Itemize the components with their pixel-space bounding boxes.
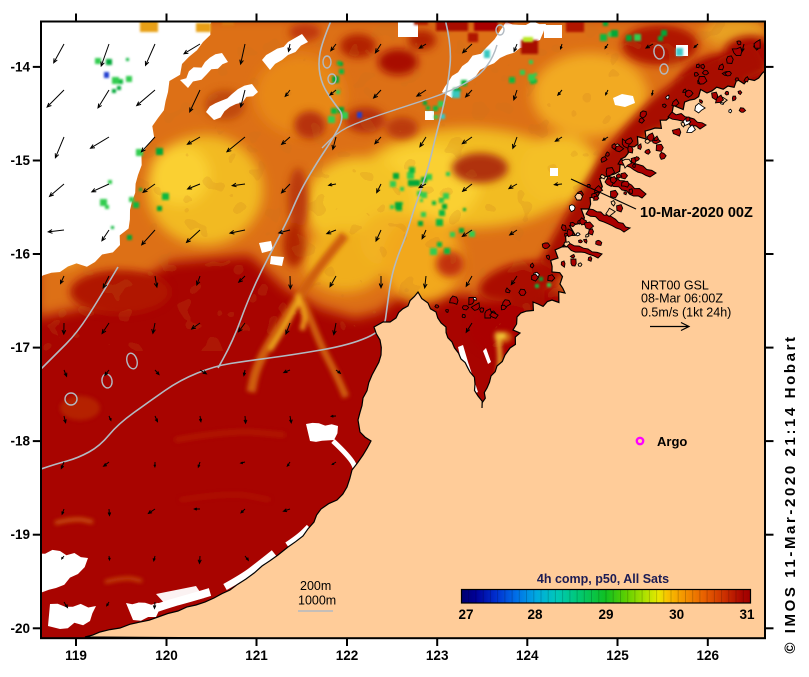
svg-text:-17: -17 <box>10 340 30 355</box>
svg-text:120: 120 <box>155 648 178 663</box>
svg-text:126: 126 <box>697 648 720 663</box>
svg-text:10-Mar-2020 00Z: 10-Mar-2020 00Z <box>640 205 753 221</box>
svg-text:-18: -18 <box>10 434 30 449</box>
svg-text:-15: -15 <box>10 153 30 168</box>
svg-text:121: 121 <box>245 648 268 663</box>
svg-text:31: 31 <box>739 607 755 622</box>
svg-text:122: 122 <box>336 648 359 663</box>
svg-text:1000m: 1000m <box>298 594 336 608</box>
svg-text:123: 123 <box>426 648 449 663</box>
svg-text:Argo: Argo <box>657 434 687 449</box>
svg-text:0.5m/s (1kt 24h): 0.5m/s (1kt 24h) <box>641 306 731 320</box>
svg-text:30: 30 <box>669 607 684 622</box>
svg-text:-19: -19 <box>10 527 30 542</box>
svg-text:-20: -20 <box>10 621 30 636</box>
svg-text:NRT00 GSL: NRT00 GSL <box>641 279 709 293</box>
svg-text:119: 119 <box>65 648 87 663</box>
svg-text:4h comp, p50, All Sats: 4h comp, p50, All Sats <box>537 572 669 586</box>
svg-text:-14: -14 <box>10 59 30 74</box>
svg-text:-16: -16 <box>10 247 30 262</box>
svg-text:© IMOS 11-Mar-2020 21:14 Hobar: © IMOS 11-Mar-2020 21:14 Hobart <box>782 334 799 653</box>
svg-text:125: 125 <box>606 648 629 663</box>
svg-text:29: 29 <box>598 607 613 622</box>
svg-text:200m: 200m <box>300 579 331 593</box>
svg-text:27: 27 <box>458 607 473 622</box>
svg-text:28: 28 <box>527 607 543 622</box>
svg-text:08-Mar 06:00Z: 08-Mar 06:00Z <box>641 292 723 306</box>
svg-text:124: 124 <box>516 648 539 663</box>
